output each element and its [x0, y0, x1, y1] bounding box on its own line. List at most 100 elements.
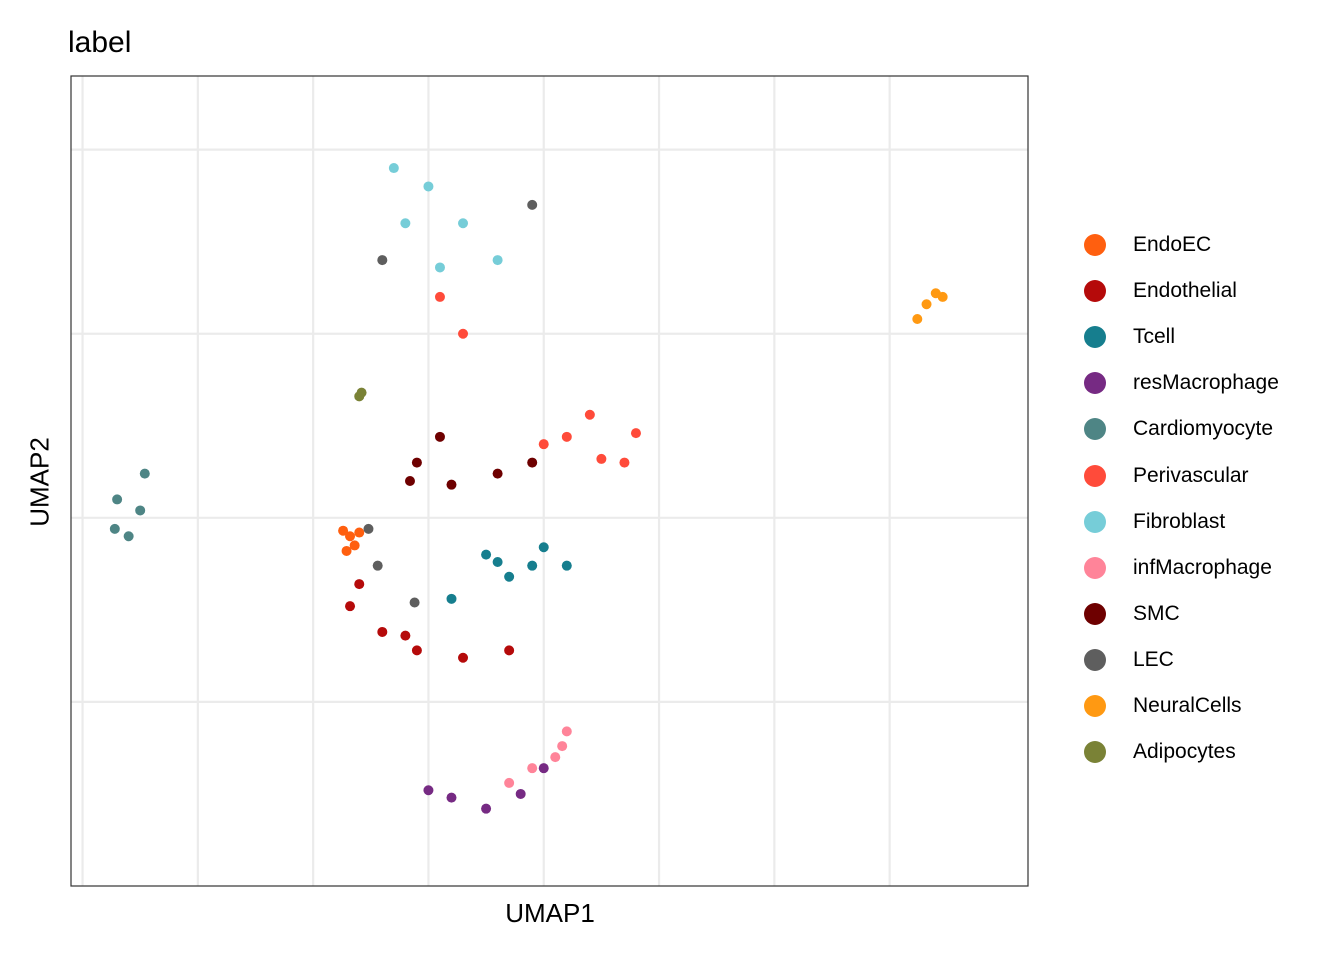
data-point: [377, 626, 388, 637]
legend-label: SMC: [1133, 601, 1180, 625]
legend-label: resMacrophage: [1133, 371, 1279, 395]
legend-item: Fibroblast: [1084, 499, 1279, 545]
x-axis-label: UMAP1: [505, 898, 595, 928]
data-point: [492, 557, 503, 567]
legend-item: EndoEC: [1084, 222, 1279, 268]
data-point: [538, 542, 549, 553]
legend: EndoEC Endothelial Tcell resMacrophage C…: [1084, 222, 1279, 775]
data-point: [123, 531, 134, 542]
legend-key-dot: [1084, 234, 1106, 257]
legend-item: Adipocytes: [1084, 729, 1279, 775]
data-point: [404, 476, 415, 486]
data-point: [354, 527, 365, 538]
data-point: [411, 457, 422, 468]
legend-label: infMacrophage: [1133, 555, 1272, 579]
legend-key-dot: [1084, 741, 1106, 764]
data-point: [354, 579, 365, 590]
chart-title: label: [68, 26, 132, 59]
data-point: [356, 387, 367, 398]
data-point: [561, 726, 572, 737]
data-point: [109, 523, 120, 534]
data-point: [550, 752, 561, 763]
legend-key-dot: [1084, 694, 1106, 717]
data-point: [630, 428, 641, 439]
data-point: [504, 777, 515, 788]
legend-item: resMacrophage: [1084, 360, 1279, 406]
legend-item: Perivascular: [1084, 452, 1279, 498]
legend-item: Cardiomyocyte: [1084, 406, 1279, 452]
legend-key-dot: [1084, 648, 1106, 671]
data-point: [921, 299, 932, 310]
legend-label: Fibroblast: [1133, 509, 1226, 533]
data-point: [527, 763, 538, 774]
data-point: [596, 453, 607, 464]
data-point: [937, 291, 948, 302]
y-axis-label: UMAP2: [24, 437, 55, 527]
data-point: [363, 523, 374, 534]
data-point: [446, 479, 457, 490]
legend-key-dot: [1084, 418, 1106, 441]
data-point: [400, 218, 411, 229]
data-point: [481, 803, 492, 814]
legend-label: Endothelial: [1133, 279, 1237, 303]
legend-key-dot: [1084, 556, 1106, 579]
data-point: [527, 560, 538, 571]
legend-label: NeuralCells: [1133, 693, 1242, 717]
data-point: [538, 763, 549, 774]
data-point: [139, 468, 150, 479]
legend-label: EndoEC: [1133, 233, 1212, 257]
data-point: [561, 560, 572, 571]
data-point: [557, 741, 568, 752]
legend-item: Tcell: [1084, 314, 1279, 360]
data-point: [504, 571, 515, 582]
legend-key-dot: [1084, 280, 1106, 303]
legend-key-dot: [1084, 326, 1106, 349]
data-point: [912, 314, 923, 324]
legend-item: LEC: [1084, 637, 1279, 683]
data-point: [434, 262, 445, 273]
legend-item: infMacrophage: [1084, 545, 1279, 591]
legend-item: Endothelial: [1084, 268, 1279, 314]
legend-key-dot: [1084, 602, 1106, 625]
data-point: [377, 255, 388, 266]
legend-key-dot: [1084, 510, 1106, 533]
scatter-points: [109, 163, 948, 814]
legend-item: SMC: [1084, 591, 1279, 637]
data-point: [504, 645, 515, 656]
data-point: [458, 328, 469, 339]
data-point: [561, 431, 572, 442]
data-point: [135, 505, 146, 516]
data-point: [423, 785, 434, 796]
legend-key-dot: [1084, 464, 1106, 487]
data-point: [492, 255, 503, 266]
data-point: [341, 545, 352, 556]
data-point: [345, 601, 356, 612]
data-point: [515, 788, 526, 799]
data-point: [481, 549, 492, 560]
data-point: [584, 409, 595, 420]
data-point: [527, 457, 538, 468]
data-point: [619, 457, 630, 468]
data-point: [446, 792, 457, 803]
legend-label: Cardiomyocyte: [1133, 417, 1274, 441]
data-point: [458, 218, 469, 229]
legend-item: NeuralCells: [1084, 683, 1279, 729]
data-point: [446, 593, 457, 604]
data-point: [112, 494, 123, 505]
legend-label: Tcell: [1133, 325, 1176, 349]
legend-label: Adipocytes: [1133, 740, 1236, 764]
data-point: [400, 630, 411, 641]
plot-panel-border: [70, 75, 1029, 887]
grid-lines: [71, 76, 1028, 886]
data-point: [527, 199, 538, 210]
data-point: [345, 531, 356, 542]
data-point: [349, 540, 360, 551]
legend-label: LEC: [1133, 647, 1174, 671]
data-point: [434, 431, 445, 442]
data-point: [409, 597, 420, 608]
legend-label: Perivascular: [1133, 463, 1249, 487]
data-point: [388, 163, 399, 174]
data-point: [434, 291, 445, 302]
data-point: [338, 525, 349, 536]
